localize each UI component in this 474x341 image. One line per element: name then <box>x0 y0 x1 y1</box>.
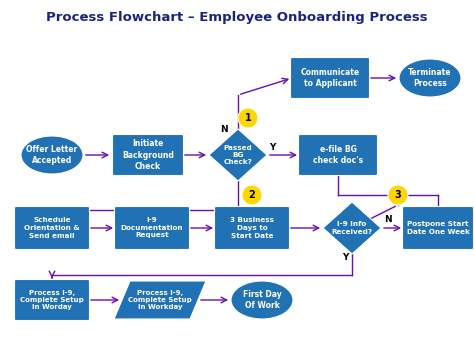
Polygon shape <box>323 202 381 254</box>
Text: I-9
Documentation
Request: I-9 Documentation Request <box>121 218 183 238</box>
Text: Y: Y <box>342 253 348 263</box>
Text: N: N <box>220 125 228 134</box>
Text: 1: 1 <box>245 113 251 123</box>
Text: Y: Y <box>269 144 275 152</box>
FancyBboxPatch shape <box>15 207 90 250</box>
FancyBboxPatch shape <box>299 134 377 176</box>
FancyBboxPatch shape <box>291 58 370 99</box>
Text: N: N <box>384 216 392 224</box>
Text: 3: 3 <box>395 190 401 200</box>
FancyBboxPatch shape <box>15 280 90 321</box>
Text: e-file BG
check doc's: e-file BG check doc's <box>313 145 363 165</box>
Text: Process I-9,
Complete Setup
in Workday: Process I-9, Complete Setup in Workday <box>128 290 192 311</box>
Text: Passed
BG
Check?: Passed BG Check? <box>224 145 253 165</box>
Text: First Day
Of Work: First Day Of Work <box>243 290 282 310</box>
Text: Offer Letter
Accepted: Offer Letter Accepted <box>27 145 78 165</box>
Text: Process Flowchart – Employee Onboarding Process: Process Flowchart – Employee Onboarding … <box>46 12 428 25</box>
Text: 3 Business
Days to
Start Date: 3 Business Days to Start Date <box>230 218 274 238</box>
Text: Terminate
Process: Terminate Process <box>408 68 452 88</box>
FancyBboxPatch shape <box>115 207 190 250</box>
Text: Initiate
Background
Check: Initiate Background Check <box>122 139 174 170</box>
Ellipse shape <box>399 59 461 97</box>
Polygon shape <box>114 281 206 319</box>
FancyBboxPatch shape <box>215 207 290 250</box>
Polygon shape <box>209 129 267 181</box>
Text: Process I-9,
Complete Setup
In Worday: Process I-9, Complete Setup In Worday <box>20 290 84 311</box>
Text: Communicate
to Applicant: Communicate to Applicant <box>301 68 360 88</box>
Text: 2: 2 <box>249 190 255 200</box>
FancyBboxPatch shape <box>112 134 183 176</box>
Ellipse shape <box>21 136 83 174</box>
Circle shape <box>238 108 258 128</box>
Text: I-9 Info
Received?: I-9 Info Received? <box>331 221 373 235</box>
Circle shape <box>388 185 408 205</box>
FancyBboxPatch shape <box>402 207 474 250</box>
Text: Schedule
Orientation &
Send email: Schedule Orientation & Send email <box>24 218 80 238</box>
Text: Postpone Start
Date One Week: Postpone Start Date One Week <box>407 221 469 235</box>
Ellipse shape <box>231 281 293 319</box>
Circle shape <box>242 185 262 205</box>
